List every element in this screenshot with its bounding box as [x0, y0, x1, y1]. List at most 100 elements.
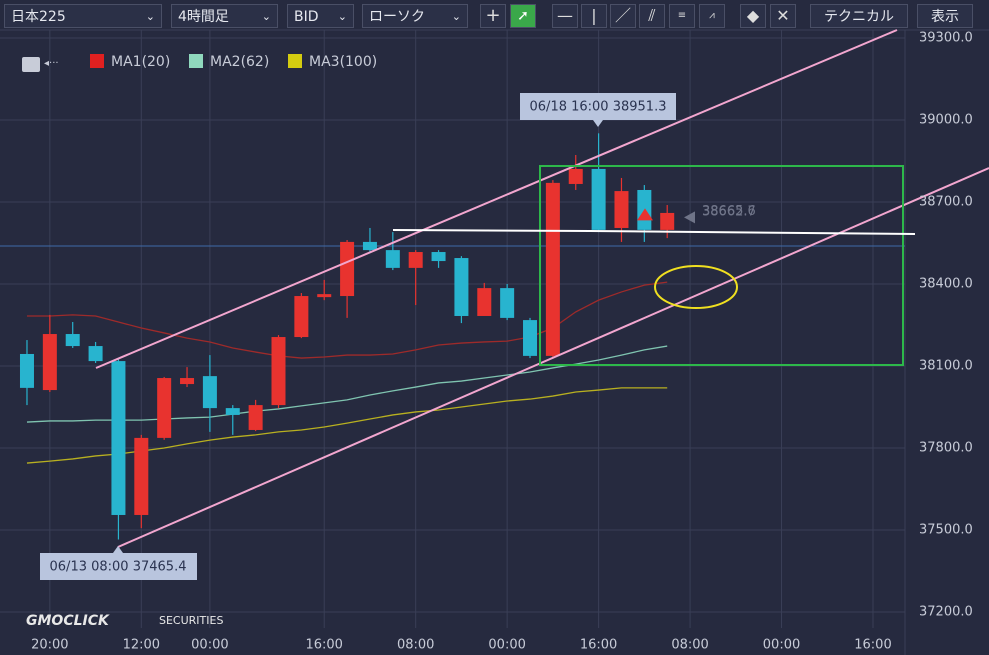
x-tick-label: 16:00: [305, 638, 342, 653]
x-tick-label: 16:00: [854, 638, 891, 653]
legend-toggle[interactable]: ◂···: [44, 58, 59, 69]
tooltip-text: 06/13 08:00 37465.4: [50, 560, 187, 575]
x-tick-label: 20:00: [31, 638, 68, 653]
x-tick-label: 08:00: [671, 638, 708, 653]
legend-swatch: [90, 54, 104, 68]
candle-body: [408, 252, 423, 268]
candle-body: [248, 405, 263, 430]
x-tick-label: 00:00: [191, 638, 228, 653]
hline-button[interactable]: —: [552, 4, 578, 28]
ma-line: [26, 345, 668, 423]
legend-icon[interactable]: [22, 57, 40, 72]
legend-label: MA3(100): [309, 54, 377, 70]
legend-label: MA2(62): [210, 54, 269, 70]
candle-body: [431, 252, 446, 262]
logo: GMOCLICK: [26, 613, 110, 629]
candle-body: [134, 437, 149, 515]
y-tick-label: 37800.0: [919, 441, 973, 456]
y-tick-label: 37200.0: [919, 605, 973, 620]
technical-button[interactable]: テクニカル: [810, 4, 908, 28]
candle-body: [157, 378, 172, 438]
candle-body: [500, 288, 515, 318]
candle-body: [88, 346, 103, 362]
price-type-select[interactable]: BID ⌄: [287, 4, 354, 28]
candle-body: [180, 378, 195, 385]
symbol: 日本225: [11, 9, 66, 25]
x-tick-label: 12:00: [123, 638, 160, 653]
tooltip-arrow: [593, 120, 603, 127]
candle-body: [523, 320, 538, 356]
channel-button[interactable]: ⫽: [639, 4, 665, 28]
chart-type-select[interactable]: ローソク ⌄: [362, 4, 468, 28]
y-tick-label: 37500.0: [919, 523, 973, 538]
candle-body: [591, 168, 606, 230]
fib-fan-button[interactable]: ⩘: [699, 4, 725, 28]
ma-line: [26, 387, 668, 464]
candle-body: [362, 241, 377, 251]
candle-body: [202, 376, 217, 409]
candle-body: [19, 353, 34, 388]
candle-body: [340, 241, 355, 297]
last-price-label: 38665.6: [702, 204, 756, 219]
candle-body: [111, 361, 126, 515]
marks: [0, 133, 905, 540]
legend-swatch: [189, 54, 203, 68]
display-button[interactable]: 表示: [917, 4, 973, 28]
grid: [0, 30, 906, 655]
horizontal-line: [392, 229, 916, 235]
y-tick-label: 39000.0: [919, 113, 973, 128]
display: 表示: [931, 9, 959, 25]
candle-body: [317, 294, 332, 298]
y-tick-label: 39300.0: [919, 31, 973, 46]
tooltip-text: 06/18 16:00 38951.3: [530, 100, 667, 115]
candle-body: [545, 182, 560, 356]
vline-button[interactable]: |: [581, 4, 607, 28]
candle-body: [65, 334, 80, 347]
candle-body: [568, 168, 583, 184]
alert-marker: [637, 208, 653, 221]
technical: テクニカル: [824, 9, 894, 25]
logo-suffix: SECURITIES: [159, 614, 223, 627]
candle-body: [225, 408, 240, 415]
erase-all-button[interactable]: ✕: [770, 4, 796, 28]
fib-retracement-button[interactable]: ≡: [669, 4, 695, 28]
crosshair-button[interactable]: +: [480, 4, 506, 28]
candle-body: [660, 212, 675, 230]
x-tick-label: 16:00: [580, 638, 617, 653]
chart-type: ローソク: [369, 9, 425, 25]
trend-line: [95, 29, 898, 369]
candle-body: [614, 191, 629, 228]
legend: MA1(20) MA2(62) MA3(100): [90, 54, 377, 70]
candle-body: [42, 334, 57, 391]
highlight-ellipse: [654, 265, 738, 309]
ma-line: [26, 281, 668, 359]
candle-body: [477, 288, 492, 316]
price-type: BID: [294, 9, 319, 25]
x-tick-label: 08:00: [397, 638, 434, 653]
timeframe-select[interactable]: 4時間足 ⌄: [171, 4, 278, 28]
candle-body: [385, 250, 400, 268]
tooltip-arrow: [113, 546, 123, 553]
legend-label: MA1(20): [111, 54, 170, 70]
y-tick-label: 38100.0: [919, 359, 973, 374]
timeframe: 4時間足: [178, 9, 229, 25]
highlight-box: [539, 165, 904, 366]
pointer-button[interactable]: ➚: [510, 4, 536, 28]
y-tick-label: 38400.0: [919, 277, 973, 292]
legend-swatch: [288, 54, 302, 68]
y-tick-label: 38700.0: [919, 195, 973, 210]
tooltip-box: [520, 93, 676, 120]
last-price-label: 38662.7: [702, 205, 756, 220]
x-tick-label: 00:00: [488, 638, 525, 653]
last-price-marker: [684, 211, 695, 224]
eraser-button[interactable]: ◆: [740, 4, 766, 28]
candle-body: [454, 258, 469, 316]
candle-body: [271, 337, 286, 406]
candle-body: [294, 296, 309, 338]
trendline-button[interactable]: ／: [610, 4, 636, 28]
x-tick-label: 00:00: [763, 638, 800, 653]
trend-line: [117, 167, 989, 548]
symbol-select[interactable]: 日本225 ⌄: [4, 4, 162, 28]
